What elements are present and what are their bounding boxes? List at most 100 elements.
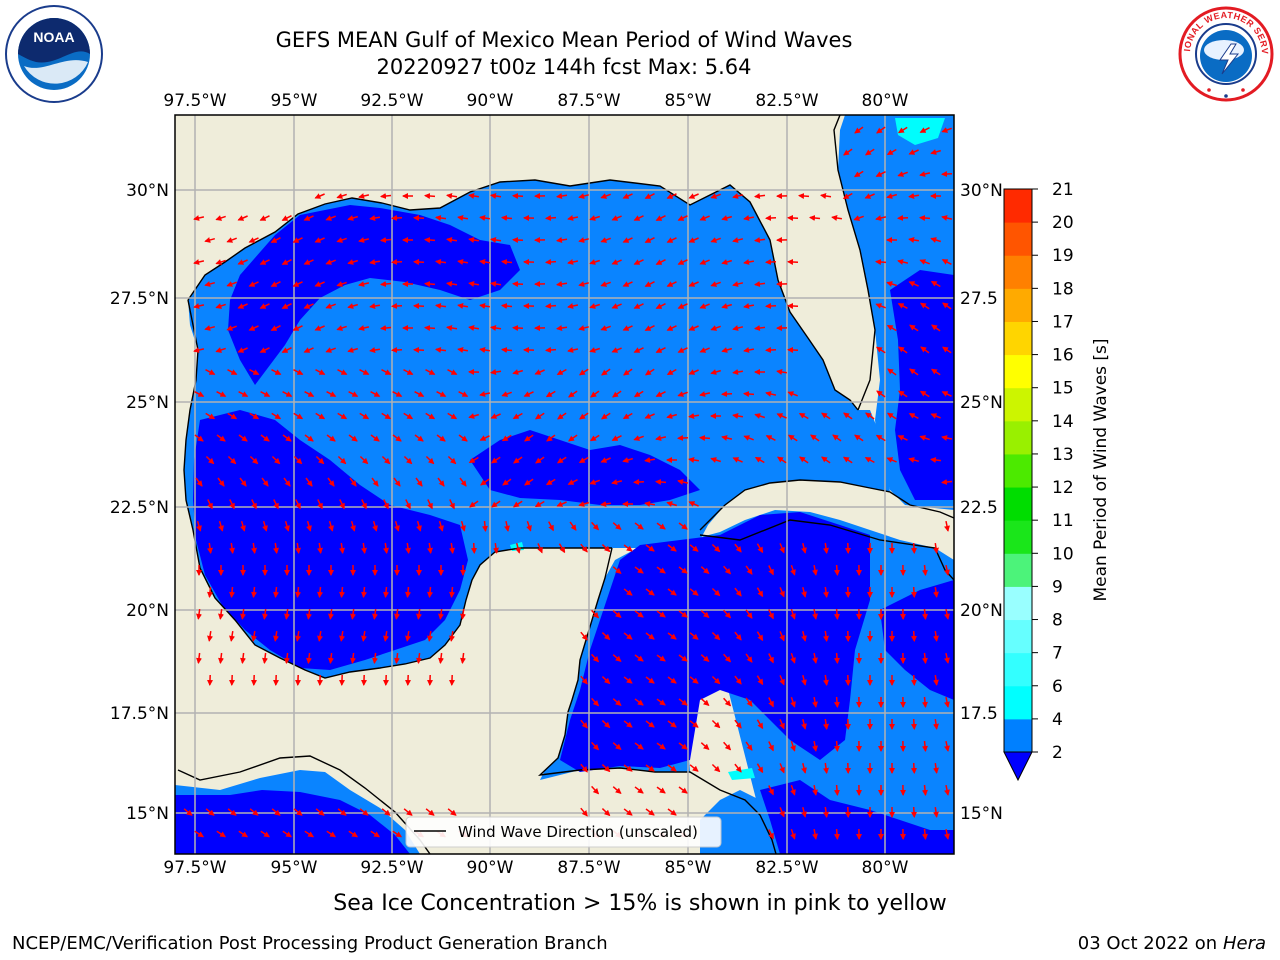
wind-arrow <box>655 215 666 221</box>
lon-label: 95°W <box>271 91 318 111</box>
wind-arrow <box>622 281 633 287</box>
wind-arrow <box>369 303 381 309</box>
wind-arrow <box>854 126 864 134</box>
wind-arrow <box>933 630 939 642</box>
wind-arrow <box>270 237 281 243</box>
wind-arrow <box>589 259 601 265</box>
colorbar-segment <box>1004 652 1032 687</box>
wind-arrow <box>512 500 523 508</box>
wind-arrow <box>911 586 917 598</box>
wind-arrow <box>348 830 359 838</box>
wind-arrow <box>580 719 588 729</box>
footer-date: 03 Oct 2022 on Hera <box>1078 933 1266 954</box>
legend-label: Wind Wave Direction (unscaled) <box>458 823 698 841</box>
wind-arrow <box>644 368 655 376</box>
lat-label: 27.5 <box>960 289 998 309</box>
lon-label: 90°W <box>467 91 514 111</box>
wind-arrow <box>281 215 292 221</box>
wind-arrow <box>381 455 391 465</box>
wind-arrow <box>790 784 796 796</box>
wind-arrow <box>820 193 832 199</box>
wind-arrow <box>666 237 677 243</box>
wind-arrow <box>886 412 897 420</box>
wind-arrow <box>922 740 928 752</box>
wind-arrow <box>204 325 215 331</box>
wind-arrow <box>743 391 755 397</box>
wind-arrow <box>754 413 766 419</box>
wind-arrow <box>237 303 248 309</box>
wind-arrow <box>779 543 785 554</box>
low-period-east <box>890 270 954 500</box>
wind-arrow <box>734 631 742 641</box>
wind-arrow <box>933 674 939 686</box>
wind-arrow <box>634 786 644 794</box>
wind-arrow <box>479 303 491 309</box>
wind-arrow <box>721 391 733 397</box>
wind-arrow <box>734 543 742 553</box>
wind-arrow <box>843 412 853 420</box>
wind-arrow <box>911 718 917 730</box>
wind-arrow <box>284 652 290 664</box>
wind-arrow <box>491 500 501 508</box>
wind-arrow <box>710 457 722 463</box>
wind-arrow <box>677 347 688 353</box>
wind-arrow <box>734 675 742 685</box>
lon-label: 87.5°W <box>557 91 620 111</box>
wind-arrow <box>293 369 304 375</box>
wind-arrow <box>887 368 897 376</box>
wind-arrow <box>919 171 931 177</box>
wind-arrow <box>216 830 227 838</box>
colorbar-tick-label: 13 <box>1052 445 1074 465</box>
wind-arrow <box>229 586 235 598</box>
wind-arrow <box>941 127 952 133</box>
wind-arrow <box>336 281 347 287</box>
wind-arrow <box>875 303 886 309</box>
wind-arrow <box>424 237 436 243</box>
wind-arrow <box>449 586 455 598</box>
wind-arrow <box>490 369 502 375</box>
wind-arrow <box>249 455 259 465</box>
wind-arrow <box>468 281 480 287</box>
wind-arrow <box>930 457 942 463</box>
wind-arrow <box>756 763 764 774</box>
wind-arrow <box>281 259 292 265</box>
wind-arrow <box>229 630 235 642</box>
wind-arrow <box>876 126 886 134</box>
wind-arrow <box>633 259 644 265</box>
wind-arrow <box>768 785 774 796</box>
wind-arrow <box>336 193 347 199</box>
wind-arrow <box>666 368 677 376</box>
colorbar-tick-label: 17 <box>1052 312 1074 332</box>
wind-arrow <box>734 719 742 729</box>
colorbar-tick-label: 12 <box>1052 478 1074 498</box>
wind-arrow <box>317 586 323 598</box>
wind-legend: Wind Wave Direction (unscaled) <box>405 816 722 848</box>
wind-arrow <box>306 652 312 664</box>
wind-arrow <box>425 412 436 420</box>
wind-arrow <box>922 564 928 576</box>
wind-arrow <box>834 828 840 840</box>
wind-arrow <box>765 435 776 441</box>
wind-arrow <box>667 764 677 772</box>
lon-label: 82.5°W <box>755 91 818 111</box>
wind-arrow <box>226 325 237 331</box>
colorbar-segment <box>1004 685 1032 720</box>
wind-arrow <box>812 652 818 664</box>
lat-label: 30°N <box>126 181 169 201</box>
wind-arrow <box>405 630 411 642</box>
wind-arrow <box>700 742 710 750</box>
wind-arrow <box>612 566 622 574</box>
wind-arrow <box>875 215 887 221</box>
wind-arrow <box>381 412 392 420</box>
wind-arrow <box>579 412 589 420</box>
wind-direction-arrows <box>183 126 953 840</box>
wind-arrow <box>633 215 644 221</box>
wind-arrow <box>897 303 908 309</box>
wind-arrow <box>271 455 281 465</box>
wind-arrow <box>834 696 840 708</box>
wind-arrow <box>590 390 600 398</box>
wind-arrow <box>548 521 554 532</box>
wind-arrow <box>754 193 766 199</box>
wind-arrow <box>854 434 864 442</box>
wind-arrow <box>765 347 777 353</box>
